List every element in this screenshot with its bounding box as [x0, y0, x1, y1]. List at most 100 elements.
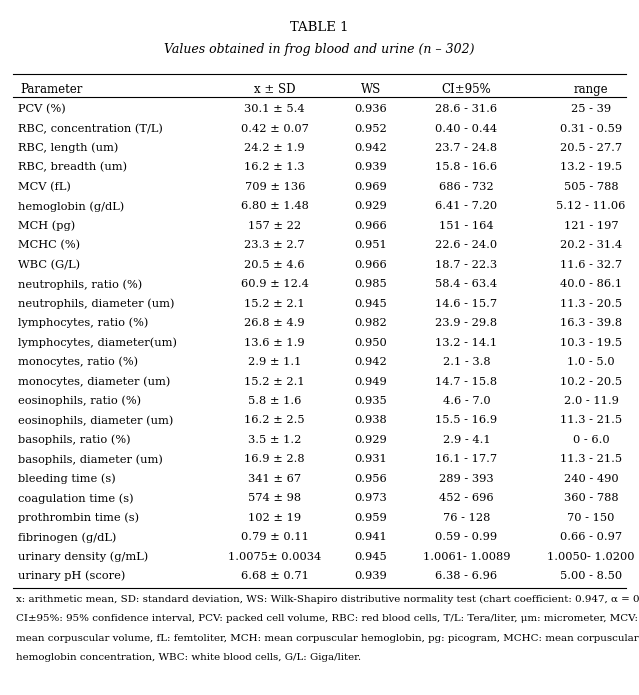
Text: lymphocytes, diameter(um): lymphocytes, diameter(um) — [18, 337, 177, 348]
Text: 1.0050- 1.0200: 1.0050- 1.0200 — [548, 552, 635, 562]
Text: bleeding time (s): bleeding time (s) — [18, 473, 116, 484]
Text: 0.973: 0.973 — [354, 493, 387, 503]
Text: 289 - 393: 289 - 393 — [439, 474, 494, 484]
Text: monocytes, ratio (%): monocytes, ratio (%) — [18, 357, 138, 368]
Text: 157 ± 22: 157 ± 22 — [248, 221, 302, 231]
Text: 0.941: 0.941 — [354, 532, 387, 542]
Text: CI±95%: CI±95% — [442, 83, 491, 97]
Text: 0.982: 0.982 — [354, 318, 387, 328]
Text: 0.945: 0.945 — [354, 552, 387, 562]
Text: CI±95%: 95% confidence interval, PCV: packed cell volume, RBC: red blood cells, : CI±95%: 95% confidence interval, PCV: pa… — [16, 614, 638, 623]
Text: neutrophils, diameter (um): neutrophils, diameter (um) — [18, 298, 174, 309]
Text: 18.7 - 22.3: 18.7 - 22.3 — [435, 260, 498, 270]
Text: prothrombin time (s): prothrombin time (s) — [18, 512, 139, 523]
Text: 2.9 ± 1.1: 2.9 ± 1.1 — [248, 357, 302, 367]
Text: 2.1 - 3.8: 2.1 - 3.8 — [443, 357, 490, 367]
Text: hemoglobin concentration, WBC: white blood cells, G/L: Giga/liter.: hemoglobin concentration, WBC: white blo… — [16, 653, 361, 662]
Text: 1.0 - 5.0: 1.0 - 5.0 — [567, 357, 615, 367]
Text: 505 - 788: 505 - 788 — [564, 182, 619, 192]
Text: 0.950: 0.950 — [354, 338, 387, 348]
Text: MCV (fL): MCV (fL) — [18, 182, 71, 192]
Text: 24.2 ± 1.9: 24.2 ± 1.9 — [245, 143, 305, 153]
Text: eosinophils, diameter (um): eosinophils, diameter (um) — [18, 415, 173, 426]
Text: 240 - 490: 240 - 490 — [564, 474, 619, 484]
Text: 0.31 - 0.59: 0.31 - 0.59 — [560, 124, 622, 133]
Text: 0.966: 0.966 — [354, 221, 387, 231]
Text: lymphocytes, ratio (%): lymphocytes, ratio (%) — [18, 318, 148, 329]
Text: 0.959: 0.959 — [354, 513, 387, 523]
Text: 5.8 ± 1.6: 5.8 ± 1.6 — [248, 396, 302, 406]
Text: urinary density (g/mL): urinary density (g/mL) — [18, 551, 148, 562]
Text: 0.956: 0.956 — [354, 474, 387, 484]
Text: 121 - 197: 121 - 197 — [564, 221, 619, 231]
Text: 30.1 ± 5.4: 30.1 ± 5.4 — [245, 104, 305, 114]
Text: 11.3 - 20.5: 11.3 - 20.5 — [560, 299, 622, 309]
Text: 16.2 ± 1.3: 16.2 ± 1.3 — [245, 163, 305, 172]
Text: 2.9 - 4.1: 2.9 - 4.1 — [443, 435, 490, 445]
Text: 452 - 696: 452 - 696 — [439, 493, 494, 503]
Text: WS: WS — [360, 83, 381, 97]
Text: 6.38 - 6.96: 6.38 - 6.96 — [435, 571, 498, 581]
Text: 16.2 ± 2.5: 16.2 ± 2.5 — [245, 416, 305, 425]
Text: 3.5 ± 1.2: 3.5 ± 1.2 — [248, 435, 302, 445]
Text: RBC, concentration (T/L): RBC, concentration (T/L) — [18, 124, 163, 133]
Text: 70 - 150: 70 - 150 — [567, 513, 615, 523]
Text: 15.2 ± 2.1: 15.2 ± 2.1 — [245, 299, 305, 309]
Text: TABLE 1: TABLE 1 — [290, 21, 349, 34]
Text: 0.66 - 0.97: 0.66 - 0.97 — [560, 532, 622, 542]
Text: 11.3 - 21.5: 11.3 - 21.5 — [560, 455, 622, 464]
Text: 20.5 - 27.7: 20.5 - 27.7 — [560, 143, 622, 153]
Text: 5.12 - 11.06: 5.12 - 11.06 — [557, 202, 626, 211]
Text: 0.59 - 0.99: 0.59 - 0.99 — [435, 532, 498, 542]
Text: 13.6 ± 1.9: 13.6 ± 1.9 — [245, 338, 305, 348]
Text: 11.3 - 21.5: 11.3 - 21.5 — [560, 416, 622, 425]
Text: WBC (G/L): WBC (G/L) — [18, 260, 80, 270]
Text: 76 - 128: 76 - 128 — [443, 513, 490, 523]
Text: 25 - 39: 25 - 39 — [571, 104, 611, 114]
Text: 0.942: 0.942 — [354, 143, 387, 153]
Text: 10.2 - 20.5: 10.2 - 20.5 — [560, 377, 622, 386]
Text: Values obtained in frog blood and urine (n – 302): Values obtained in frog blood and urine … — [164, 43, 475, 56]
Text: 6.80 ± 1.48: 6.80 ± 1.48 — [241, 202, 309, 211]
Text: 151 - 164: 151 - 164 — [439, 221, 494, 231]
Text: 13.2 - 19.5: 13.2 - 19.5 — [560, 163, 622, 172]
Text: 574 ± 98: 574 ± 98 — [248, 493, 302, 503]
Text: RBC, breadth (um): RBC, breadth (um) — [18, 163, 127, 172]
Text: PCV (%): PCV (%) — [18, 104, 66, 114]
Text: 0.935: 0.935 — [354, 396, 387, 406]
Text: 0.942: 0.942 — [354, 357, 387, 367]
Text: 20.5 ± 4.6: 20.5 ± 4.6 — [245, 260, 305, 270]
Text: 14.7 - 15.8: 14.7 - 15.8 — [435, 377, 498, 386]
Text: coagulation time (s): coagulation time (s) — [18, 493, 134, 504]
Text: 0.936: 0.936 — [354, 104, 387, 114]
Text: 22.6 - 24.0: 22.6 - 24.0 — [435, 240, 498, 250]
Text: 686 - 732: 686 - 732 — [439, 182, 494, 192]
Text: urinary pH (score): urinary pH (score) — [18, 571, 125, 582]
Text: 0.938: 0.938 — [354, 416, 387, 425]
Text: 28.6 - 31.6: 28.6 - 31.6 — [435, 104, 498, 114]
Text: 58.4 - 63.4: 58.4 - 63.4 — [435, 279, 498, 289]
Text: 20.2 - 31.4: 20.2 - 31.4 — [560, 240, 622, 250]
Text: x ± SD: x ± SD — [254, 83, 295, 97]
Text: 0.969: 0.969 — [354, 182, 387, 192]
Text: 0.929: 0.929 — [354, 202, 387, 211]
Text: 10.3 - 19.5: 10.3 - 19.5 — [560, 338, 622, 348]
Text: fibrinogen (g/dL): fibrinogen (g/dL) — [18, 532, 116, 543]
Text: 15.8 - 16.6: 15.8 - 16.6 — [435, 163, 498, 172]
Text: 13.2 - 14.1: 13.2 - 14.1 — [435, 338, 498, 348]
Text: 0.42 ± 0.07: 0.42 ± 0.07 — [241, 124, 309, 133]
Text: 6.41 - 7.20: 6.41 - 7.20 — [435, 202, 498, 211]
Text: 14.6 - 15.7: 14.6 - 15.7 — [435, 299, 498, 309]
Text: MCHC (%): MCHC (%) — [18, 240, 80, 250]
Text: 26.8 ± 4.9: 26.8 ± 4.9 — [245, 318, 305, 328]
Text: 0.951: 0.951 — [354, 240, 387, 250]
Text: 2.0 - 11.9: 2.0 - 11.9 — [564, 396, 619, 406]
Text: mean corpuscular volume, fL: femtoliter, MCH: mean corpuscular hemoglobin, pg: p: mean corpuscular volume, fL: femtoliter,… — [16, 634, 638, 643]
Text: Parameter: Parameter — [20, 83, 82, 97]
Text: 360 - 788: 360 - 788 — [564, 493, 619, 503]
Text: 15.5 - 16.9: 15.5 - 16.9 — [435, 416, 498, 425]
Text: 0.79 ± 0.11: 0.79 ± 0.11 — [241, 532, 309, 542]
Text: 0.40 - 0.44: 0.40 - 0.44 — [435, 124, 498, 133]
Text: 23.9 - 29.8: 23.9 - 29.8 — [435, 318, 498, 328]
Text: 0.945: 0.945 — [354, 299, 387, 309]
